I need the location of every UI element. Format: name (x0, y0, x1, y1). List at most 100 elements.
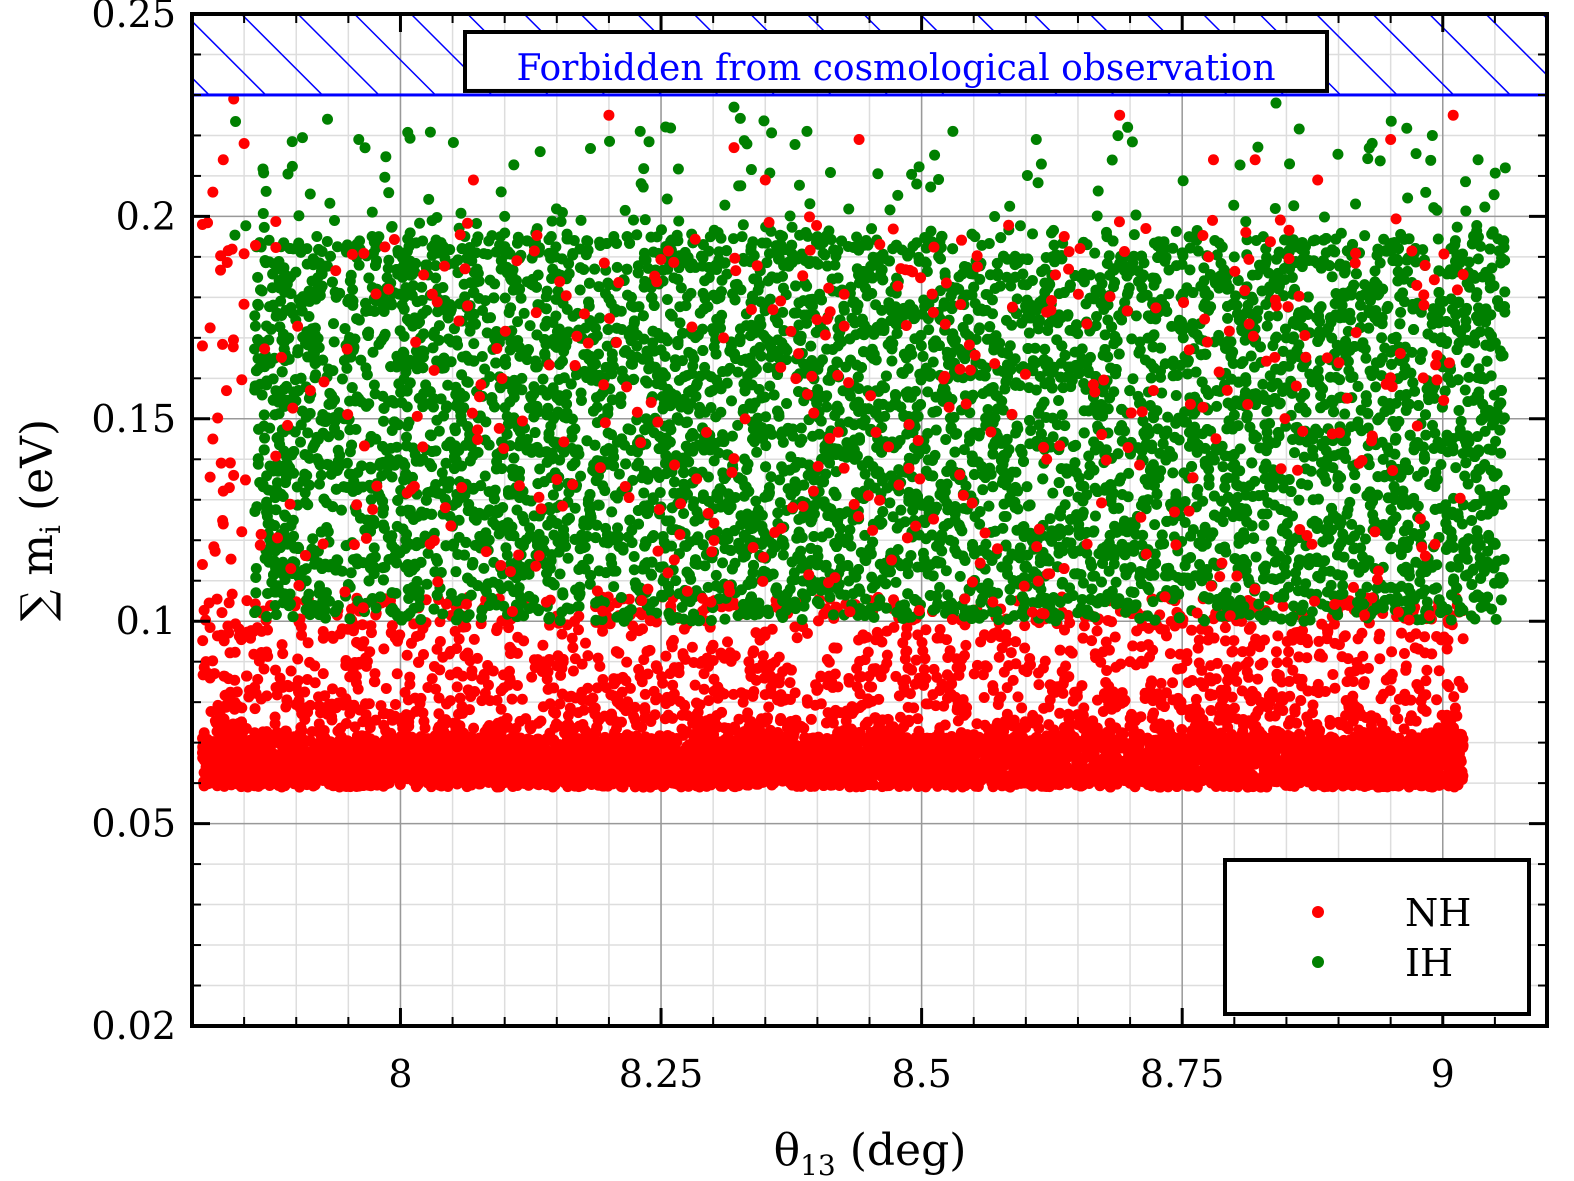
nh-point (677, 753, 689, 765)
nh-point (1398, 647, 1410, 659)
nh-point (1379, 751, 1391, 763)
nh-point (1087, 759, 1099, 771)
nh-point (1071, 756, 1083, 768)
nh-point (724, 769, 736, 781)
nh-point (1123, 750, 1135, 762)
nh-point (569, 751, 581, 763)
nh-point (692, 744, 704, 756)
nh-point (525, 739, 537, 751)
nh-point (322, 762, 334, 774)
nh-point (481, 759, 493, 771)
nh-point (1188, 766, 1200, 778)
nh-point (375, 758, 387, 770)
nh-point (989, 778, 1001, 790)
nh-point (1265, 769, 1277, 781)
nh-point (592, 779, 604, 791)
nh-point (1452, 776, 1464, 788)
nh-point (594, 660, 606, 672)
nh-point (856, 775, 868, 787)
nh-point (712, 745, 724, 757)
nh-point (784, 677, 796, 689)
nh-point (241, 772, 253, 784)
nh-point (1044, 764, 1056, 776)
nh-point (196, 747, 208, 759)
nh-point (1453, 747, 1465, 759)
nh-point (1369, 763, 1381, 775)
nh-point (761, 762, 773, 774)
nh-point (939, 778, 951, 790)
nh-point (1044, 781, 1056, 793)
nh-point (503, 772, 515, 784)
nh-point (392, 743, 404, 755)
nh-point (1294, 777, 1306, 789)
nh-point (1432, 765, 1444, 777)
nh-point (461, 774, 473, 786)
nh-point (1305, 772, 1317, 784)
nh-point (1155, 747, 1167, 759)
nh-point (440, 745, 452, 757)
nh-point (625, 630, 637, 642)
nh-point (1327, 668, 1339, 680)
nh-point (733, 740, 745, 752)
nh-point (792, 778, 804, 790)
nh-point (347, 745, 359, 757)
nh-point (893, 779, 905, 791)
nh-point (1252, 780, 1264, 792)
nh-point (1014, 766, 1026, 778)
nh-point (264, 763, 276, 775)
nh-point (837, 766, 849, 778)
nh-point (1173, 769, 1185, 781)
nh-point (646, 750, 658, 762)
nh-point (818, 773, 830, 785)
nh-point (1353, 777, 1365, 789)
nh-point (805, 713, 817, 725)
nh-point (1270, 745, 1282, 757)
nh-point (993, 753, 1005, 765)
nh-point (800, 768, 812, 780)
nh-point (540, 779, 552, 791)
nh-point (643, 774, 655, 786)
nh-point (1035, 752, 1047, 764)
nh-point (285, 665, 297, 677)
nh-point (1102, 779, 1114, 791)
nh-point (252, 764, 264, 776)
nh-point (1296, 757, 1308, 769)
nh-point (934, 756, 946, 768)
nh-point (1334, 753, 1346, 765)
nh-point (1249, 746, 1261, 758)
nh-point (741, 775, 753, 787)
nh-point (629, 781, 641, 793)
nh-point (1278, 777, 1290, 789)
nh-point (1214, 753, 1226, 765)
nh-point (589, 746, 601, 758)
nh-point (657, 773, 669, 785)
nh-point (1432, 778, 1444, 790)
nh-point (365, 767, 377, 779)
nh-point (1317, 771, 1329, 783)
nh-point (724, 755, 736, 767)
nh-point (1404, 767, 1416, 779)
nh-point (1312, 741, 1324, 753)
nh-point (1054, 644, 1066, 656)
nh-point (252, 780, 264, 792)
nh-point (1230, 754, 1242, 766)
nh-point (860, 763, 872, 775)
nh-point (640, 762, 652, 774)
nh-point (1177, 757, 1189, 769)
nh-point (1186, 624, 1198, 636)
nh-point (862, 743, 874, 755)
nh-point (225, 765, 237, 777)
nh-point (272, 779, 284, 791)
nh-point (1379, 779, 1391, 791)
nh-point (806, 758, 818, 770)
nh-point (1121, 767, 1133, 779)
nh-point (1409, 779, 1421, 791)
nh-point (1052, 748, 1064, 760)
nh-point (374, 740, 386, 752)
nh-point (1091, 625, 1103, 637)
nh-point (1175, 778, 1187, 790)
nh-point (1388, 762, 1400, 774)
nh-point (822, 755, 834, 767)
nh-point (1060, 766, 1072, 778)
